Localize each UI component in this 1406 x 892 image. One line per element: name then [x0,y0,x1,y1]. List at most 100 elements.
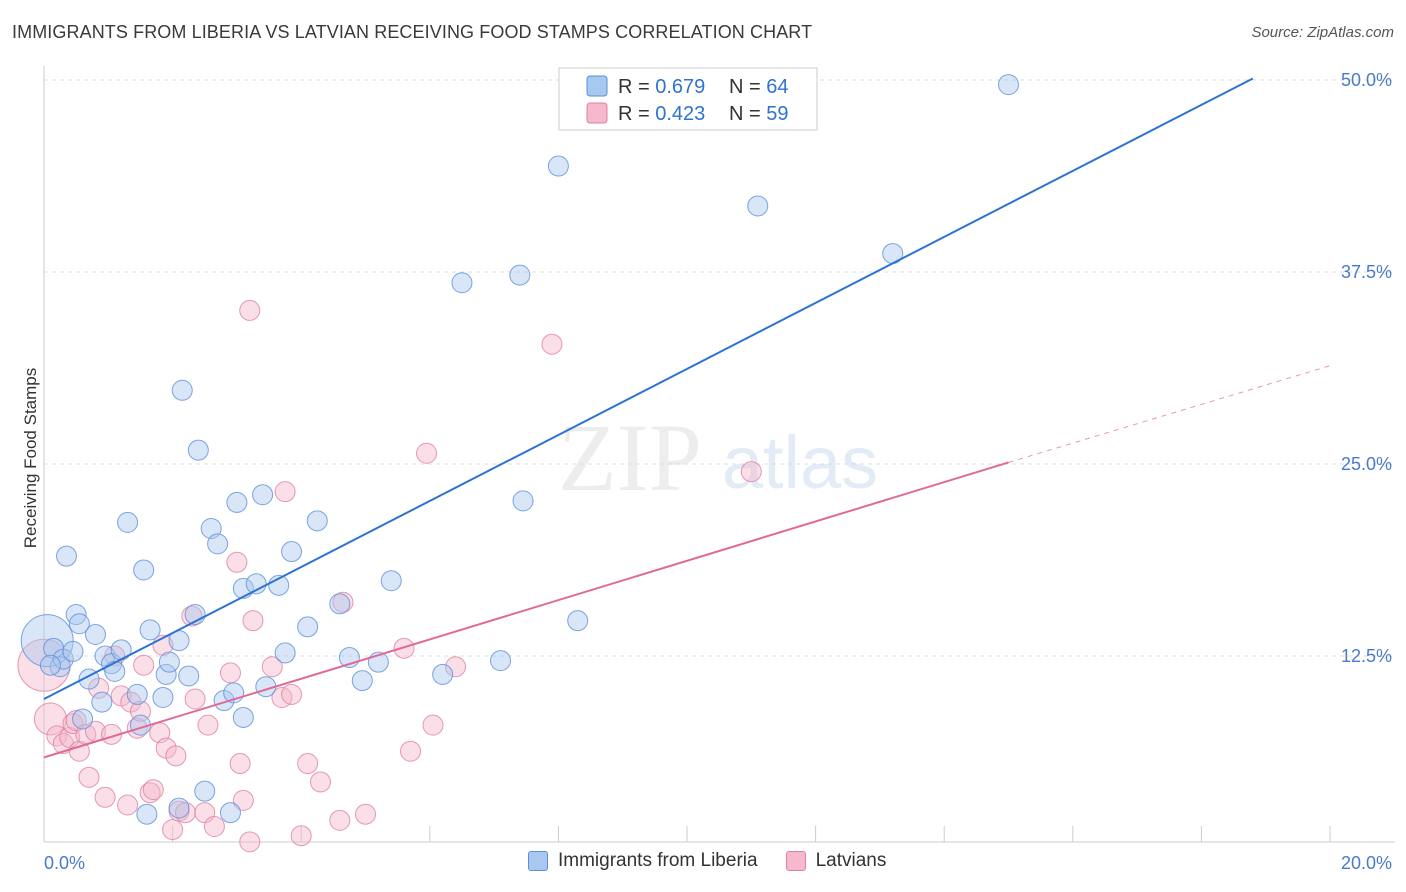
liberia-point [84,623,106,645]
latvians-point [400,740,422,762]
latvians-point [78,766,100,788]
legend-r-label-1: R = [618,76,655,98]
latvians-point [416,442,438,464]
watermark-atlas: atlas [722,421,878,504]
source-label: Source: ZipAtlas.com [1251,24,1394,41]
liberia-point [68,613,90,635]
liberia-point [39,654,61,676]
latvians-point [740,461,762,483]
liberia-point [56,545,78,567]
liberia-point [245,573,267,595]
latvians-point [309,771,331,793]
legend-label-latvians: Latvians [815,850,887,871]
liberia-point [72,708,94,730]
latvians-point [219,662,241,684]
latvians-swatch [785,851,806,871]
liberia-point [178,665,200,687]
latvians-point [239,831,261,853]
liberia-point [329,593,351,615]
y-axis-title: Receiving Food Stamps [21,368,40,548]
legend-r-label-2: R = [618,103,655,125]
latvians-point [290,825,312,847]
liberia-point [117,511,139,533]
liberia-point [252,484,274,506]
liberia-point [512,490,534,512]
latvians-point [184,688,206,710]
svg-text:R = 0.679: R = 0.679 [618,76,705,98]
x-tick-label: 0.0% [44,853,85,873]
liberia-swatch [528,851,548,871]
liberia-point [432,663,454,685]
latvians-point [329,809,351,831]
legend-item-liberia[interactable]: Immigrants from Liberia [528,850,758,872]
svg-text:R = 0.423: R = 0.423 [618,103,705,125]
legend-n-value-2: 59 [766,103,788,125]
latvians-point [165,745,187,767]
axes [43,66,1395,843]
latvians-point [422,714,444,736]
legend-swatch-blue [586,75,608,97]
liberia-point [351,670,373,692]
liberia-point [232,706,254,728]
grid-lines [44,79,1395,657]
liberia-point [380,570,402,592]
liberia-point [155,663,177,685]
liberia-point [306,510,328,532]
latvians-point [261,656,283,678]
latvians-point [239,299,261,321]
latvians-point [281,683,303,705]
liberia-point [297,616,319,638]
series-legend: Immigrants from Liberia Latvians [528,850,914,872]
latvians-point [242,610,264,632]
liberia-point [139,619,161,641]
latvians-point [197,714,219,736]
trend-lines [43,77,1331,759]
liberia-point [171,379,193,401]
liberia-point [207,533,229,555]
liberia-point [509,264,531,286]
liberia-point [136,803,158,825]
latvians-point [68,740,90,762]
latvians-point [142,779,164,801]
legend-r-value-2: 0.423 [655,103,705,125]
x-tick-label: 20.0% [1341,853,1392,873]
liberia-point [567,610,589,632]
y-tick-label: 12.5% [1341,646,1392,666]
tick-labels: 12.5% 25.0% 37.5% 50.0% 0.0% 20.0% [44,70,1392,873]
latvians-point [139,782,161,804]
liberia-point [62,640,84,662]
legend-item-latvians[interactable]: Latvians [785,850,887,872]
latvians-point [445,656,467,678]
latvians-point [297,753,319,775]
liberia-point [133,559,155,581]
liberia-point [274,642,296,664]
latvians-point [226,551,248,573]
liberia-point [219,802,241,824]
liberia-point [747,195,769,217]
liberia-point [158,651,180,673]
liberia-point [194,780,216,802]
liberia-point [451,272,473,294]
y-tick-label: 37.5% [1341,262,1392,282]
watermark-zip: ZIP [558,404,702,511]
legend-swatch-pink [586,102,608,124]
latvians-point [232,789,254,811]
liberia-point [152,686,174,708]
latvians-point [274,481,296,503]
liberia-point [104,660,126,682]
liberia-points [20,74,1019,825]
liberia-point [91,691,113,713]
liberia-point [490,650,512,672]
liberia-point [187,439,209,461]
liberia-point [226,491,248,513]
latvians-point [94,786,116,808]
liberia-point [168,797,190,819]
latvians-point [355,803,376,825]
latvians-point [133,654,155,676]
y-tick-label: 25.0% [1341,454,1392,474]
legend-n-value-1: 64 [766,76,788,98]
liberia-point [998,74,1019,96]
latvians-trend-line [43,461,1009,759]
latvians-point [541,333,563,355]
